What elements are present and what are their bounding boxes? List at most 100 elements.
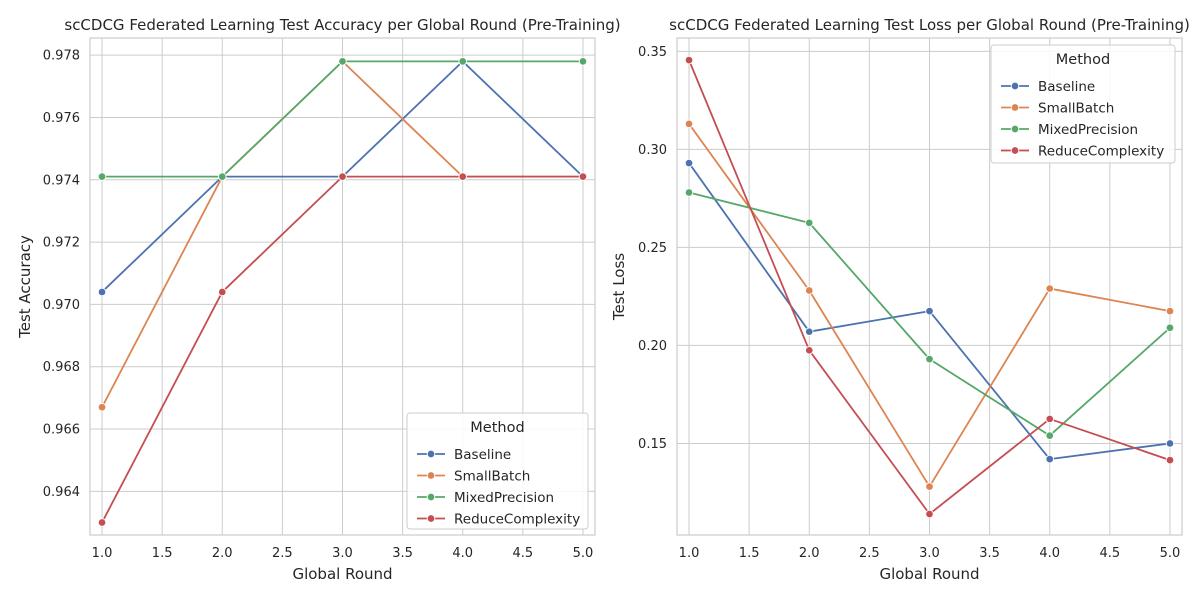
y-tick-label: 0.25 bbox=[638, 241, 667, 256]
x-tick-label: 2.5 bbox=[272, 546, 293, 561]
x-tick-label: 4.0 bbox=[1039, 546, 1060, 561]
loss-data-point-reducecomplexity bbox=[1045, 414, 1054, 424]
accuracy-data-point-smallbatch bbox=[97, 402, 107, 412]
accuracy-legend-label-baseline: Baseline bbox=[454, 447, 511, 463]
loss-legend-label-baseline: Baseline bbox=[1038, 79, 1095, 95]
y-tick-label: 0.974 bbox=[43, 173, 80, 188]
x-tick-label: 4.0 bbox=[452, 546, 473, 561]
loss-data-point-baseline bbox=[1165, 439, 1175, 448]
accuracy-legend: Method Baseline SmallBatch MixedPrecision Re… bbox=[406, 412, 589, 530]
accuracy-legend-swatch-marker bbox=[426, 492, 436, 502]
accuracy-data-point-mixedprecision bbox=[218, 172, 227, 181]
y-tick-label: 0.15 bbox=[638, 437, 667, 452]
x-tick-label: 1.0 bbox=[679, 546, 700, 561]
loss-data-point-mixedprecision bbox=[925, 354, 934, 364]
loss-data-point-smallbatch bbox=[1045, 284, 1054, 293]
accuracy-legend-box bbox=[406, 412, 589, 530]
accuracy-chart: 1.0 1.5 2.0 2.5 3.0 3.5 4.0 4.5 5.0 0.964 0.966 0.9… bbox=[16, 16, 621, 583]
loss-data-point-baseline bbox=[925, 306, 934, 316]
x-tick-label: 2.5 bbox=[859, 546, 880, 561]
accuracy-legend-label-mixedprecision: MixedPrecision bbox=[454, 490, 554, 506]
accuracy-plot-frame bbox=[89, 37, 596, 536]
loss-data-point-smallbatch bbox=[805, 286, 814, 295]
accuracy-data-point-reducecomplexity bbox=[578, 172, 588, 181]
x-tick-label: 5.0 bbox=[573, 546, 594, 561]
y-tick-label: 0.972 bbox=[43, 236, 80, 251]
loss-y-axis-label: Test Loss bbox=[610, 253, 628, 321]
accuracy-x-axis-label: Global Round bbox=[292, 565, 392, 583]
loss-data-point-smallbatch bbox=[1165, 306, 1175, 316]
x-tick-label: 3.5 bbox=[979, 546, 1000, 561]
loss-legend: Method Baseline SmallBatch MixedPrecision Re… bbox=[990, 44, 1176, 164]
accuracy-tick-labels: 1.0 1.5 2.0 2.5 3.0 3.5 4.0 4.5 5.0 0.964 0.966 0.9… bbox=[43, 49, 594, 561]
accuracy-data-point-mixedprecision bbox=[578, 57, 588, 66]
loss-chart-title: scCDCG Federated Learning Test Loss per … bbox=[669, 16, 1190, 34]
loss-tick-labels: 1.0 1.5 2.0 2.5 3.0 3.5 4.0 4.5 5.0 0.15 0.20 0.25 0… bbox=[638, 45, 1180, 561]
y-tick-label: 0.978 bbox=[43, 49, 80, 64]
loss-legend-swatch-marker bbox=[1010, 146, 1020, 155]
y-tick-label: 0.30 bbox=[638, 143, 667, 158]
accuracy-data-point-reducecomplexity bbox=[458, 172, 467, 181]
accuracy-data-point-mixedprecision bbox=[458, 57, 467, 66]
y-tick-label: 0.35 bbox=[638, 45, 667, 60]
loss-data-point-reducecomplexity bbox=[1165, 455, 1175, 465]
accuracy-legend-label-smallbatch: SmallBatch bbox=[454, 468, 530, 484]
loss-data-point-smallbatch bbox=[925, 482, 934, 491]
loss-data-point-reducecomplexity bbox=[684, 55, 694, 65]
accuracy-legend-title: Method bbox=[470, 420, 524, 436]
loss-data-point-reducecomplexity bbox=[805, 346, 814, 355]
loss-legend-title: Method bbox=[1056, 52, 1110, 68]
y-tick-label: 0.970 bbox=[43, 298, 80, 313]
accuracy-data-point-baseline bbox=[97, 287, 107, 297]
accuracy-chart-title: scCDCG Federated Learning Test Accuracy … bbox=[64, 16, 620, 34]
loss-x-axis-label: Global Round bbox=[879, 565, 979, 583]
loss-legend-swatch-marker bbox=[1010, 124, 1020, 134]
loss-data-point-baseline bbox=[684, 158, 694, 168]
x-tick-label: 2.0 bbox=[212, 546, 233, 561]
accuracy-legend-swatch-marker bbox=[426, 449, 436, 459]
x-tick-label: 3.0 bbox=[919, 546, 940, 561]
loss-data-point-mixedprecision bbox=[1165, 323, 1175, 333]
loss-legend-box bbox=[990, 44, 1176, 164]
y-tick-label: 0.976 bbox=[43, 111, 80, 126]
loss-legend-swatch-marker bbox=[1010, 81, 1020, 91]
x-tick-label: 1.0 bbox=[92, 546, 113, 561]
x-tick-label: 2.0 bbox=[799, 546, 820, 561]
x-tick-label: 1.5 bbox=[739, 546, 760, 561]
loss-series-layer bbox=[684, 55, 1175, 519]
loss-data-point-baseline bbox=[1045, 454, 1054, 464]
loss-data-point-baseline bbox=[805, 327, 814, 336]
loss-legend-label-mixedprecision: MixedPrecision bbox=[1038, 122, 1138, 138]
x-tick-label: 3.5 bbox=[392, 546, 413, 561]
x-tick-label: 4.5 bbox=[513, 546, 534, 561]
accuracy-data-point-reducecomplexity bbox=[97, 518, 107, 527]
accuracy-data-point-mixedprecision bbox=[338, 57, 347, 66]
loss-data-point-smallbatch bbox=[684, 119, 694, 129]
accuracy-legend-swatch-marker bbox=[426, 514, 436, 523]
loss-data-point-mixedprecision bbox=[684, 188, 694, 197]
accuracy-legend-label-reducecomplexity: ReduceComplexity bbox=[454, 511, 580, 527]
y-tick-label: 0.968 bbox=[43, 360, 80, 375]
loss-data-point-reducecomplexity bbox=[925, 509, 934, 519]
loss-legend-label-reducecomplexity: ReduceComplexity bbox=[1038, 143, 1164, 159]
x-tick-label: 1.5 bbox=[152, 546, 173, 561]
x-tick-label: 5.0 bbox=[1160, 546, 1181, 561]
loss-data-point-mixedprecision bbox=[1045, 431, 1054, 440]
accuracy-data-point-reducecomplexity bbox=[218, 287, 227, 297]
y-tick-label: 0.966 bbox=[43, 423, 80, 438]
loss-data-point-mixedprecision bbox=[805, 218, 814, 228]
accuracy-y-axis-label: Test Accuracy bbox=[16, 235, 34, 339]
accuracy-data-point-mixedprecision bbox=[97, 172, 107, 181]
accuracy-series-layer bbox=[97, 57, 588, 527]
loss-legend-swatch-marker bbox=[1010, 103, 1020, 112]
accuracy-data-point-reducecomplexity bbox=[338, 172, 347, 181]
loss-chart: 1.0 1.5 2.0 2.5 3.0 3.5 4.0 4.5 5.0 0.15 0.20 0.25 0… bbox=[610, 16, 1190, 583]
x-tick-label: 4.5 bbox=[1100, 546, 1121, 561]
y-tick-label: 0.20 bbox=[638, 339, 667, 354]
x-tick-label: 3.0 bbox=[332, 546, 353, 561]
loss-legend-label-smallbatch: SmallBatch bbox=[1038, 100, 1114, 116]
loss-plot-frame bbox=[676, 37, 1183, 536]
y-tick-label: 0.964 bbox=[43, 485, 80, 500]
accuracy-legend-swatch-marker bbox=[426, 471, 436, 480]
